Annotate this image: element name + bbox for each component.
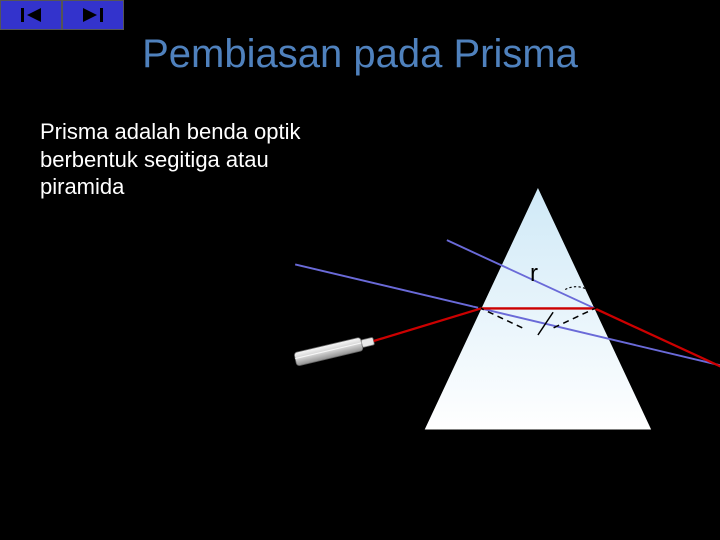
angle-label-r: r [530,260,538,288]
skip-forward-icon [81,7,105,23]
nav-bar [0,0,124,30]
page-title: Pembiasan pada Prisma [0,32,720,77]
next-button[interactable] [62,0,124,30]
deviation-caption: r disebut sudut deviasi [380,470,599,496]
skip-back-icon [19,7,43,23]
prev-button[interactable] [0,0,62,30]
prism-diagram: r r disebut sudut deviasi [280,130,720,540]
